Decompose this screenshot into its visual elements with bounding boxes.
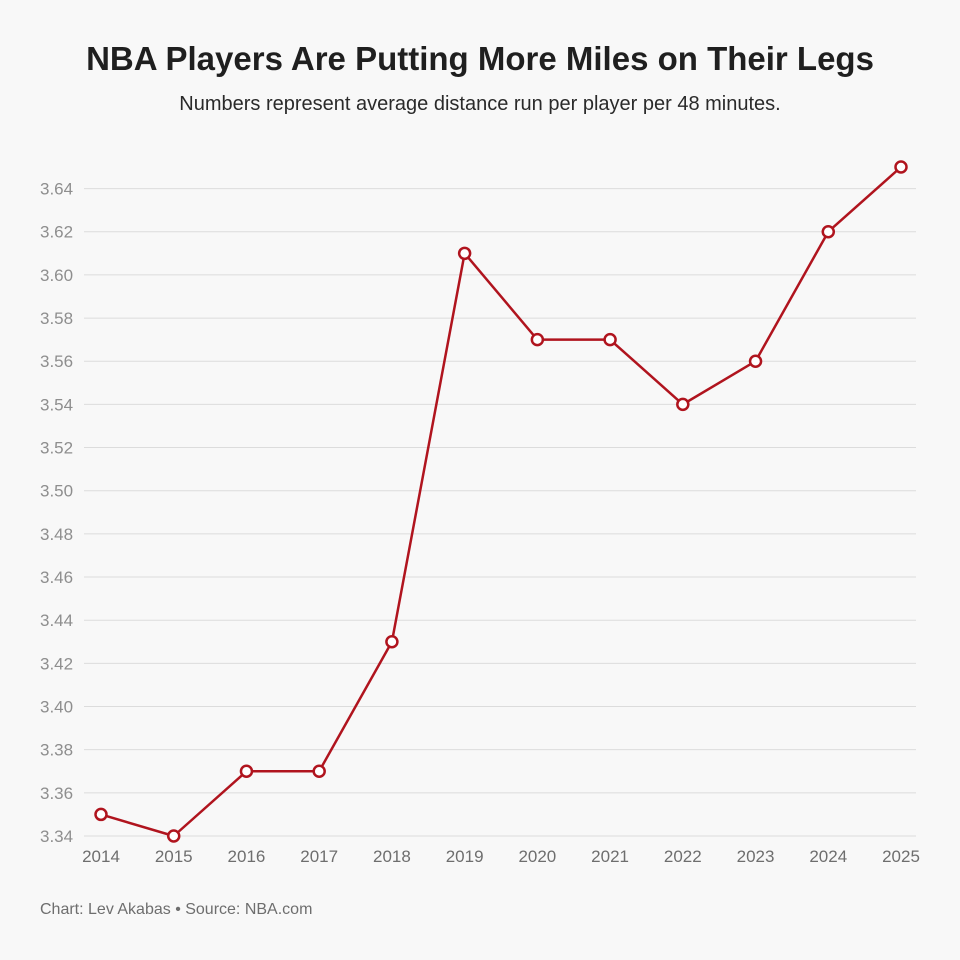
data-point — [748, 354, 763, 368]
x-tick-label: 2014 — [82, 847, 120, 866]
y-tick-label: 3.44 — [40, 611, 73, 630]
data-point — [676, 397, 690, 412]
grid-lines — [84, 188, 916, 837]
chart-subtitle: Numbers represent average distance run p… — [179, 93, 781, 115]
data-point — [94, 807, 108, 822]
series-layer — [100, 166, 902, 838]
x-tick-label: 2022 — [664, 847, 702, 866]
data-point — [894, 160, 908, 174]
data-point — [530, 332, 545, 347]
y-axis-ticks: 3.34 3.36 3.38 3.40 3.42 3.44 3.46 3.48 3.50 3.52… — [40, 180, 73, 846]
y-tick-label: 3.46 — [40, 568, 73, 587]
x-tick-label: 2024 — [809, 847, 847, 866]
x-tick-label: 2019 — [446, 847, 484, 866]
y-tick-label: 3.40 — [40, 698, 73, 717]
chart-title: NBA Players Are Putting More Miles on Th… — [86, 40, 874, 77]
y-tick-label: 3.38 — [40, 741, 73, 760]
x-tick-label: 2023 — [737, 847, 775, 866]
y-tick-label: 3.58 — [40, 309, 73, 328]
data-point — [166, 829, 181, 843]
y-tick-label: 3.52 — [40, 439, 73, 458]
y-tick-label: 3.48 — [40, 525, 73, 544]
y-tick-label: 3.42 — [40, 654, 73, 673]
x-tick-label: 2018 — [373, 847, 411, 866]
y-tick-label: 3.64 — [40, 180, 73, 199]
data-point — [821, 224, 836, 239]
data-point — [603, 332, 617, 347]
x-tick-label: 2025 — [882, 847, 920, 866]
x-tick-label: 2020 — [518, 847, 556, 866]
x-tick-label: 2021 — [591, 847, 629, 866]
x-axis-ticks: 2014 2015 2016 2017 2018 2019 2020 2021 2022 2023… — [82, 847, 920, 866]
y-tick-label: 3.50 — [40, 482, 73, 501]
data-point — [457, 246, 472, 261]
y-tick-label: 3.36 — [40, 784, 73, 803]
y-tick-label: 3.56 — [40, 352, 73, 371]
y-tick-label: 3.34 — [40, 827, 73, 846]
marker-layer — [94, 160, 908, 843]
y-tick-label: 3.60 — [40, 266, 73, 285]
data-point — [239, 764, 254, 779]
data-point — [312, 764, 326, 779]
x-tick-label: 2016 — [228, 847, 266, 866]
chart-credit: Chart: Lev Akabas • Source: NBA.com — [40, 901, 313, 918]
y-tick-label: 3.62 — [40, 223, 73, 242]
y-tick-label: 3.54 — [40, 395, 73, 414]
x-tick-label: 2015 — [155, 847, 193, 866]
series-line — [100, 166, 902, 838]
x-tick-label: 2017 — [300, 847, 338, 866]
data-point — [385, 635, 399, 649]
